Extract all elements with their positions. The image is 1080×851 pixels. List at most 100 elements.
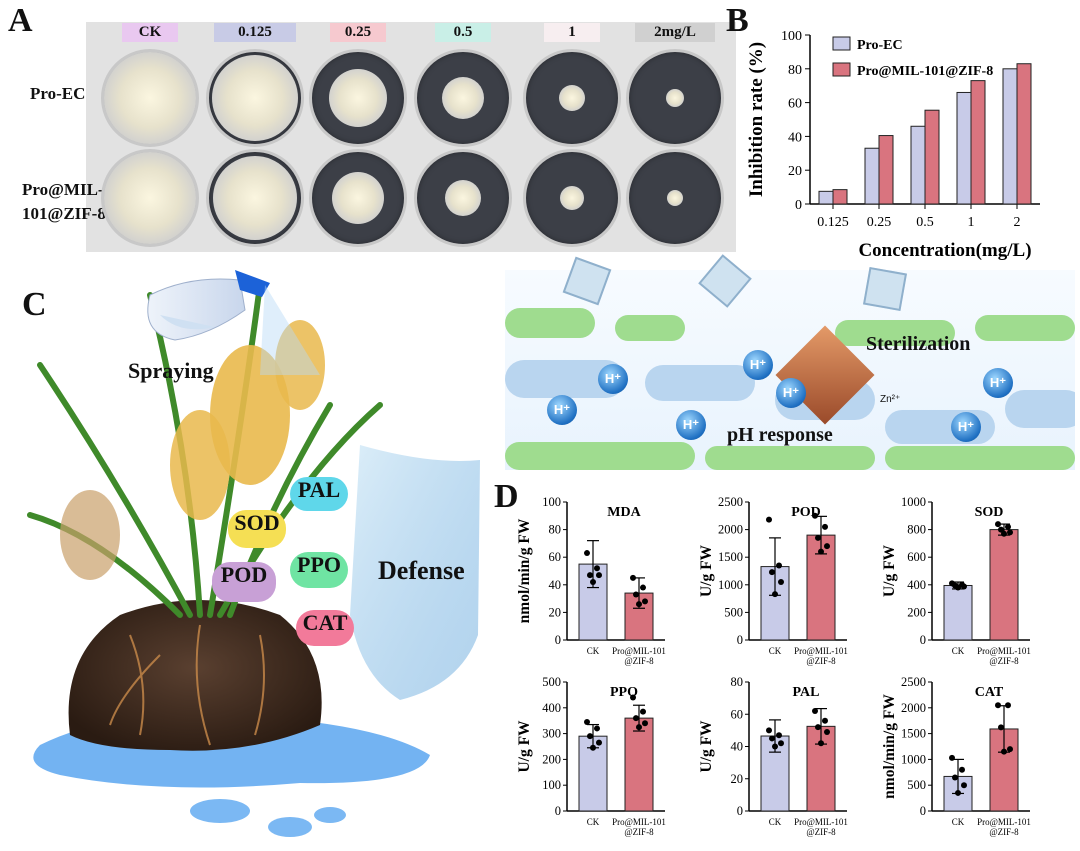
data-point bbox=[590, 744, 596, 751]
data-point bbox=[590, 579, 596, 586]
bar-pro-mil-zif-0.125 bbox=[832, 189, 848, 205]
x-tick-label: CK bbox=[769, 646, 782, 656]
chart-title: PAL bbox=[793, 685, 820, 700]
y-tick-label: 200 bbox=[907, 605, 926, 619]
x-tick-label: Pro@MIL-101 bbox=[612, 646, 666, 656]
y-tick-label: 60 bbox=[549, 550, 562, 564]
proton-5: H⁺ bbox=[776, 378, 806, 408]
y-tick-label: 1500 bbox=[718, 550, 743, 564]
y-tick-label: 60 bbox=[731, 707, 744, 721]
bar-pro-ec-0.5 bbox=[910, 125, 926, 205]
y-tick-label: 80 bbox=[788, 63, 802, 78]
proton-3: H⁺ bbox=[676, 410, 706, 440]
mycelium-colony-r0-c5 bbox=[666, 89, 684, 107]
data-point bbox=[812, 708, 818, 715]
pal-chart: 0 20 40 60 80 PAL U/g FW CK Pro@MIL-101@ZIF-8 bbox=[698, 675, 848, 837]
data-point bbox=[812, 512, 818, 519]
enzyme-ppo: PPO bbox=[290, 552, 348, 588]
data-point bbox=[633, 591, 639, 598]
data-point bbox=[633, 715, 639, 722]
mycelium-colony-r1-c0 bbox=[104, 152, 196, 244]
data-point bbox=[955, 789, 961, 796]
spraying-label: Spraying bbox=[128, 358, 214, 383]
data-point bbox=[955, 584, 961, 591]
mycelium-colony-r0-c0 bbox=[104, 52, 196, 144]
y-tick-label: 40 bbox=[788, 130, 802, 145]
petri-dish-r1-c5 bbox=[626, 149, 724, 247]
x-tick-label: Pro@MIL-101 bbox=[977, 646, 1031, 656]
y-tick-label: 100 bbox=[781, 29, 802, 44]
legend-label-0: Pro-EC bbox=[857, 38, 903, 53]
data-point bbox=[584, 718, 590, 725]
panel-a-letter: A bbox=[8, 2, 33, 39]
data-point bbox=[584, 550, 590, 557]
proton-6: H⁺ bbox=[983, 368, 1013, 398]
concentration-label-3: 0.5 bbox=[435, 23, 491, 42]
bar-pro-mil-zif bbox=[624, 717, 654, 812]
data-point bbox=[995, 702, 1001, 709]
panel-c-letter: C bbox=[22, 286, 47, 323]
data-point bbox=[766, 516, 772, 523]
x-tick-label: Pro@MIL-101 bbox=[612, 817, 666, 827]
mycelium-colony-r0-c1 bbox=[212, 55, 298, 141]
y-axis-title: U/g FW bbox=[698, 544, 715, 597]
data-point bbox=[818, 740, 824, 747]
bar-pro-mil-zif-0.5 bbox=[924, 109, 940, 205]
bar-pro-ec-1 bbox=[956, 91, 972, 205]
data-point bbox=[815, 534, 821, 541]
data-point bbox=[822, 717, 828, 724]
x-tick-label: 0.25 bbox=[867, 215, 892, 230]
x-tick-label: CK bbox=[587, 646, 600, 656]
row-label-pro-ec: Pro-EC bbox=[30, 84, 86, 103]
x-tick-label: 2 bbox=[1014, 215, 1021, 230]
data-point bbox=[778, 740, 784, 747]
x-tick-label: CK bbox=[952, 817, 965, 827]
x-tick-label: CK bbox=[769, 817, 782, 827]
y-tick-label: 0 bbox=[737, 804, 743, 818]
defense-label: Defense bbox=[378, 556, 465, 585]
enzyme-pod: POD bbox=[212, 562, 276, 602]
data-point bbox=[587, 733, 593, 740]
y-tick-label: 0 bbox=[555, 633, 561, 647]
y-tick-label: 500 bbox=[542, 675, 561, 689]
data-point bbox=[596, 739, 602, 746]
data-point bbox=[636, 724, 642, 731]
y-tick-label: 2000 bbox=[901, 701, 926, 715]
data-point bbox=[995, 521, 1001, 528]
y-tick-label: 0 bbox=[795, 198, 802, 213]
data-point bbox=[766, 727, 772, 734]
y-tick-label: 100 bbox=[542, 495, 561, 509]
x-tick-label: CK bbox=[952, 646, 965, 656]
rice-plant-illustration bbox=[27, 270, 480, 837]
data-point bbox=[772, 743, 778, 750]
sod-chart: 0 200 400 600 800 1000 SOD U/g FW CK Pro@MIL-101@… bbox=[881, 495, 1031, 666]
mycelium-colony-r1-c4 bbox=[560, 186, 584, 210]
data-point bbox=[640, 708, 646, 715]
y-axis-title: nmol/min/g FW bbox=[516, 518, 533, 623]
chart-title: SOD bbox=[975, 505, 1004, 520]
data-point bbox=[1007, 746, 1013, 753]
data-point bbox=[998, 526, 1004, 533]
data-point bbox=[822, 523, 828, 530]
data-point bbox=[630, 574, 636, 581]
y-tick-label: 0 bbox=[920, 633, 926, 647]
ph-response-label: pH response bbox=[727, 424, 833, 446]
x-tick-label: @ZIF-8 bbox=[806, 656, 836, 666]
sterilization-label: Sterilization bbox=[866, 333, 971, 355]
y-tick-label: 2000 bbox=[718, 523, 743, 537]
concentration-label-0: CK bbox=[122, 23, 178, 42]
x-tick-label: Pro@MIL-101 bbox=[794, 646, 848, 656]
enzyme-cat: CAT bbox=[296, 610, 354, 646]
concentration-label-5: 2mg/L bbox=[635, 23, 715, 42]
row-label-pro-mil-zif: Pro@MIL- 101@ZIF-8 bbox=[22, 180, 106, 223]
data-point bbox=[815, 724, 821, 731]
data-point bbox=[961, 583, 967, 590]
data-point bbox=[1005, 523, 1011, 530]
zinc-ion-label: Zn²⁺ bbox=[880, 394, 901, 405]
x-tick-label: Pro@MIL-101 bbox=[977, 817, 1031, 827]
y-tick-label: 300 bbox=[542, 727, 561, 741]
data-point bbox=[776, 732, 782, 739]
petri-dish-r1-c2 bbox=[309, 149, 407, 247]
x-tick-label: 0.5 bbox=[916, 215, 934, 230]
data-point bbox=[594, 725, 600, 732]
